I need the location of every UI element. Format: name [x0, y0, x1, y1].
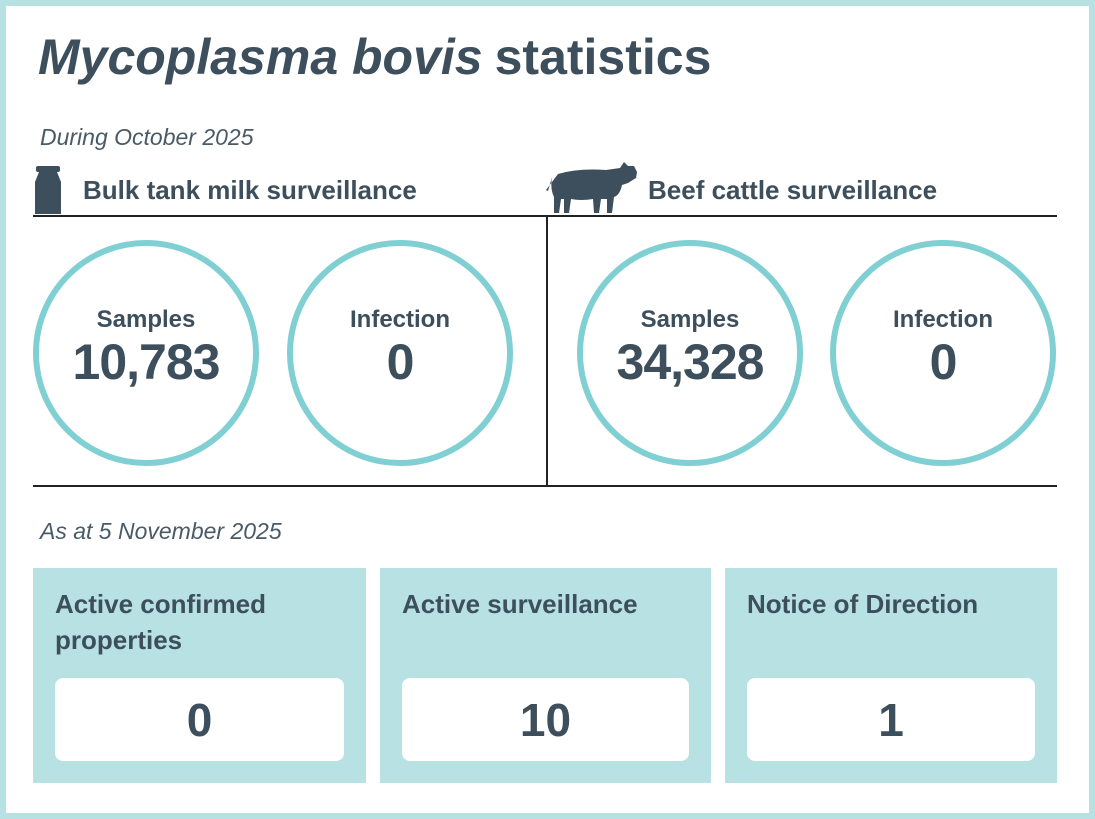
stat-value: 34,328 [616, 334, 765, 390]
card-title: Active confirmed properties [55, 589, 266, 655]
card: Active confirmed properties 0 [33, 568, 366, 783]
section-title: Beef cattle surveillance [648, 175, 938, 205]
card-value: 1 [747, 678, 1035, 761]
stat-label: Infection [893, 306, 993, 333]
layout-graphics [33, 162, 1057, 487]
stat-value: 0 [929, 334, 958, 390]
stat: Infection 0 [290, 306, 510, 390]
section-title: Bulk tank milk surveillance [83, 175, 417, 205]
stat-value: 0 [386, 334, 415, 390]
stat-label: Samples [640, 306, 740, 333]
stat: Infection 0 [833, 306, 1053, 390]
title: Mycoplasma bovis statistics [38, 28, 711, 86]
stat: Samples 10,783 [36, 306, 256, 390]
stat-value: 10,783 [72, 334, 221, 390]
current-label: As at 5 November 2025 [40, 518, 282, 544]
card-value: 10 [402, 678, 689, 761]
card-title: Active surveillance [402, 589, 638, 619]
stat-label: Samples [96, 306, 196, 333]
title-italic: Mycoplasma bovis [38, 29, 483, 85]
card: Active surveillance 10 [380, 568, 711, 783]
stat-label: Infection [350, 306, 450, 333]
title-rest: statistics [494, 29, 712, 85]
period-label: During October 2025 [40, 124, 254, 150]
stat-circles [33, 240, 1056, 466]
cow-icon [546, 162, 637, 213]
milk-can-icon [35, 166, 61, 214]
card: Notice of Direction 1 [725, 568, 1057, 783]
card-value: 0 [55, 678, 344, 761]
card-title: Notice of Direction [747, 589, 979, 619]
stat: Samples 34,328 [580, 306, 800, 390]
